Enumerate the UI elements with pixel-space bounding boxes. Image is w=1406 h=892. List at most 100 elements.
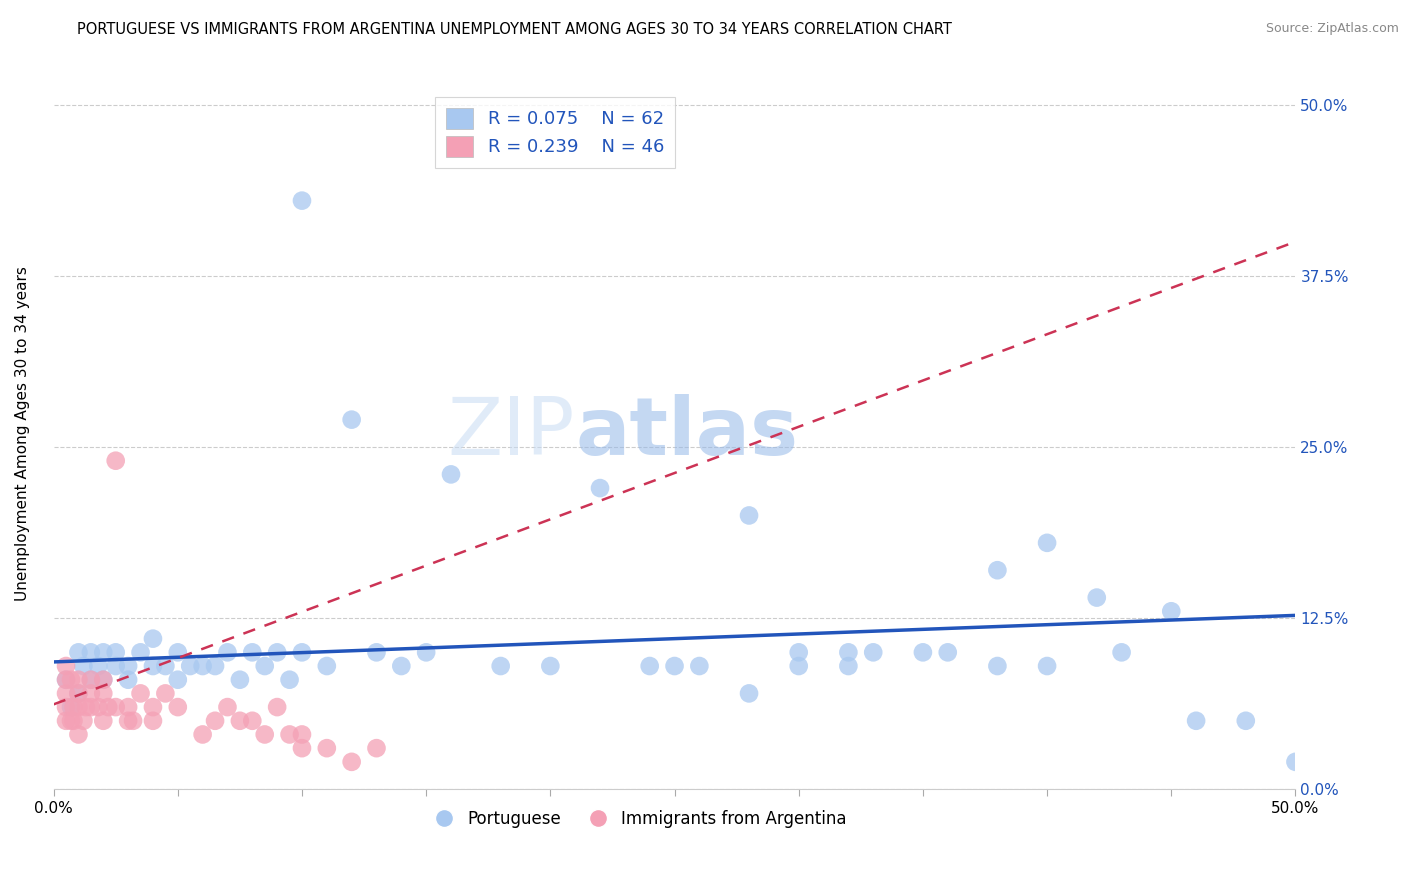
- Point: [1284, 755, 1306, 769]
- Point: [1234, 714, 1257, 728]
- Point: [266, 645, 288, 659]
- Point: [59, 714, 82, 728]
- Point: [155, 686, 177, 700]
- Point: [253, 659, 276, 673]
- Point: [104, 453, 127, 467]
- Point: [738, 686, 761, 700]
- Point: [104, 645, 127, 659]
- Point: [191, 727, 214, 741]
- Point: [936, 645, 959, 659]
- Point: [415, 645, 437, 659]
- Point: [291, 194, 314, 208]
- Point: [240, 714, 263, 728]
- Point: [837, 659, 859, 673]
- Text: atlas: atlas: [575, 394, 799, 473]
- Point: [315, 741, 337, 756]
- Point: [75, 700, 97, 714]
- Point: [229, 673, 252, 687]
- Point: [489, 659, 512, 673]
- Point: [278, 727, 301, 741]
- Point: [142, 632, 165, 646]
- Point: [240, 645, 263, 659]
- Point: [129, 686, 152, 700]
- Point: [67, 686, 90, 700]
- Point: [638, 659, 661, 673]
- Point: [278, 673, 301, 687]
- Point: [986, 563, 1008, 577]
- Point: [59, 700, 82, 714]
- Point: [166, 673, 188, 687]
- Point: [1085, 591, 1108, 605]
- Point: [80, 673, 103, 687]
- Point: [142, 700, 165, 714]
- Point: [67, 700, 90, 714]
- Point: [389, 659, 412, 673]
- Point: [59, 673, 82, 687]
- Point: [366, 645, 388, 659]
- Point: [129, 645, 152, 659]
- Point: [55, 673, 77, 687]
- Point: [204, 659, 226, 673]
- Point: [366, 741, 388, 756]
- Text: ZIP: ZIP: [449, 394, 575, 473]
- Point: [117, 714, 139, 728]
- Y-axis label: Unemployment Among Ages 30 to 34 years: Unemployment Among Ages 30 to 34 years: [15, 266, 30, 601]
- Point: [67, 673, 90, 687]
- Point: [142, 659, 165, 673]
- Point: [62, 700, 84, 714]
- Point: [80, 686, 103, 700]
- Point: [179, 659, 201, 673]
- Point: [440, 467, 463, 482]
- Point: [787, 659, 810, 673]
- Point: [1036, 536, 1059, 550]
- Point: [204, 714, 226, 728]
- Point: [229, 714, 252, 728]
- Point: [986, 659, 1008, 673]
- Point: [911, 645, 934, 659]
- Point: [1036, 659, 1059, 673]
- Point: [91, 645, 114, 659]
- Point: [67, 686, 90, 700]
- Point: [97, 700, 120, 714]
- Point: [55, 686, 77, 700]
- Point: [67, 727, 90, 741]
- Point: [340, 412, 363, 426]
- Point: [253, 727, 276, 741]
- Point: [117, 673, 139, 687]
- Point: [62, 714, 84, 728]
- Point: [122, 714, 145, 728]
- Point: [72, 659, 94, 673]
- Point: [589, 481, 612, 495]
- Point: [166, 645, 188, 659]
- Point: [155, 659, 177, 673]
- Point: [538, 659, 561, 673]
- Point: [91, 714, 114, 728]
- Point: [217, 645, 239, 659]
- Point: [315, 659, 337, 673]
- Point: [91, 686, 114, 700]
- Point: [117, 659, 139, 673]
- Text: Source: ZipAtlas.com: Source: ZipAtlas.com: [1265, 22, 1399, 36]
- Point: [142, 714, 165, 728]
- Point: [191, 659, 214, 673]
- Point: [266, 700, 288, 714]
- Point: [55, 700, 77, 714]
- Point: [862, 645, 884, 659]
- Point: [291, 645, 314, 659]
- Point: [1111, 645, 1133, 659]
- Point: [117, 700, 139, 714]
- Point: [55, 659, 77, 673]
- Point: [1185, 714, 1208, 728]
- Point: [217, 700, 239, 714]
- Point: [91, 673, 114, 687]
- Point: [80, 645, 103, 659]
- Point: [738, 508, 761, 523]
- Legend: Portuguese, Immigrants from Argentina: Portuguese, Immigrants from Argentina: [420, 803, 853, 834]
- Point: [1160, 604, 1182, 618]
- Point: [91, 673, 114, 687]
- Point: [55, 673, 77, 687]
- Point: [72, 714, 94, 728]
- Point: [87, 659, 110, 673]
- Point: [664, 659, 686, 673]
- Point: [104, 659, 127, 673]
